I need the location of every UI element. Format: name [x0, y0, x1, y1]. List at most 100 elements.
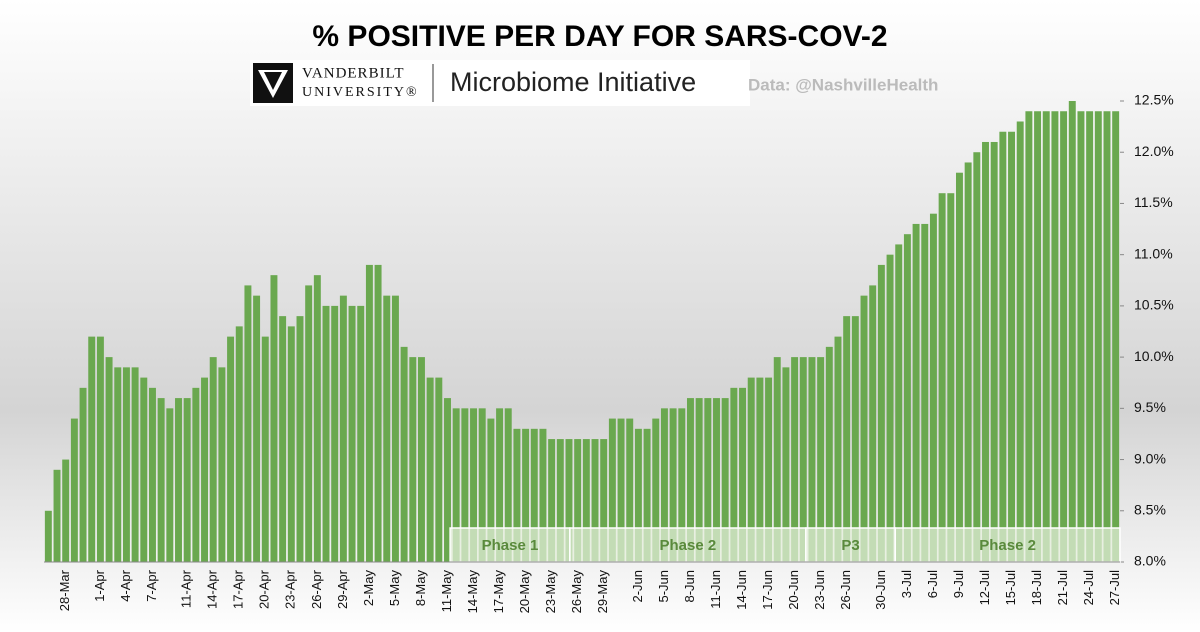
x-tick-label: 27-Jul	[1107, 570, 1122, 606]
x-tick-label: 23-Jun	[812, 570, 827, 610]
bar	[574, 439, 582, 562]
bar	[929, 213, 937, 562]
bar	[643, 428, 651, 562]
bar	[53, 469, 61, 562]
bar	[253, 295, 261, 562]
bar	[313, 275, 321, 562]
bar	[530, 428, 538, 562]
bar	[721, 398, 729, 562]
bar	[452, 408, 460, 562]
bar	[843, 316, 851, 562]
x-tick-label: 14-Apr	[205, 569, 220, 609]
x-tick-label: 2-Jun	[630, 570, 645, 603]
bar	[591, 439, 599, 562]
y-tick-label: 8.5%	[1134, 501, 1166, 517]
bar	[556, 439, 564, 562]
bar	[513, 428, 521, 562]
x-tick-label: 28-Mar	[57, 569, 72, 611]
bar	[921, 223, 929, 562]
bar	[487, 418, 495, 562]
bar	[912, 223, 920, 562]
bar	[417, 357, 425, 562]
initiative: Microbiome Initiative	[450, 67, 696, 97]
y-tick-label: 9.5%	[1134, 399, 1166, 415]
x-tick-label: 29-May	[595, 570, 610, 614]
x-tick-label: 11-May	[439, 570, 454, 613]
bar	[756, 377, 764, 562]
bar	[851, 316, 859, 562]
bar	[391, 295, 399, 562]
bar	[209, 357, 217, 562]
bar	[678, 408, 686, 562]
bar	[192, 387, 200, 562]
bar	[157, 398, 165, 562]
bar	[357, 305, 365, 562]
bar	[279, 316, 287, 562]
bar	[1034, 111, 1042, 562]
x-tick-label: 7-Apr	[144, 569, 159, 601]
bar	[183, 398, 191, 562]
bar	[270, 275, 278, 562]
x-tick-label: 20-Jun	[786, 570, 801, 610]
x-tick-label: 23-May	[543, 570, 558, 614]
y-tick-label: 12.5%	[1134, 92, 1174, 108]
bar	[877, 264, 885, 562]
y-tick-label: 12.0%	[1134, 143, 1174, 159]
bar	[96, 336, 104, 562]
bar	[1060, 111, 1068, 562]
bar	[105, 357, 113, 562]
x-tick-label: 3-Jul	[899, 570, 914, 598]
y-tick-label: 10.5%	[1134, 297, 1174, 313]
bar	[834, 336, 842, 562]
bar	[982, 141, 989, 562]
bar	[973, 152, 981, 562]
phase-label: P3	[841, 537, 859, 554]
bar	[140, 377, 148, 562]
bar	[548, 439, 556, 562]
bar	[331, 305, 339, 562]
bar	[478, 408, 486, 562]
bar	[1077, 111, 1085, 562]
x-tick-label: 18-Jul	[1029, 570, 1044, 606]
bar	[426, 377, 434, 562]
bar	[131, 367, 139, 562]
bar	[44, 510, 52, 562]
logo-band	[250, 60, 750, 106]
y-tick-label: 10.0%	[1134, 348, 1174, 364]
bar	[79, 387, 87, 562]
bar	[114, 367, 122, 562]
x-tick-label: 2-May	[361, 570, 376, 607]
bar	[348, 305, 356, 562]
bar	[522, 428, 530, 562]
bar	[626, 418, 634, 562]
bar	[895, 244, 903, 562]
bar	[886, 254, 894, 562]
x-tick-label: 29-Apr	[335, 569, 350, 609]
bar	[1051, 111, 1059, 562]
bar	[669, 408, 677, 562]
bar	[461, 408, 469, 562]
bar	[1086, 111, 1094, 562]
source: Data: @NashvilleHealth	[748, 75, 938, 94]
bar	[227, 336, 235, 562]
bar	[122, 367, 130, 562]
bar	[339, 295, 347, 562]
x-tick-label: 11-Apr	[179, 569, 194, 608]
bar	[296, 316, 304, 562]
bar	[938, 193, 946, 562]
bar	[235, 326, 243, 562]
bar	[652, 418, 660, 562]
bar	[947, 193, 955, 562]
bar	[287, 326, 295, 562]
bar	[686, 398, 694, 562]
bar	[88, 336, 96, 562]
x-tick-label: 21-Jul	[1055, 570, 1070, 606]
bar	[1094, 111, 1102, 562]
x-tick-label: 14-Jun	[734, 570, 749, 610]
bar	[1016, 121, 1024, 562]
x-tick-label: 6-Jul	[925, 570, 940, 598]
x-tick-label: 26-Apr	[309, 569, 324, 609]
x-tick-label: 14-May	[465, 570, 480, 614]
bar	[409, 357, 417, 562]
